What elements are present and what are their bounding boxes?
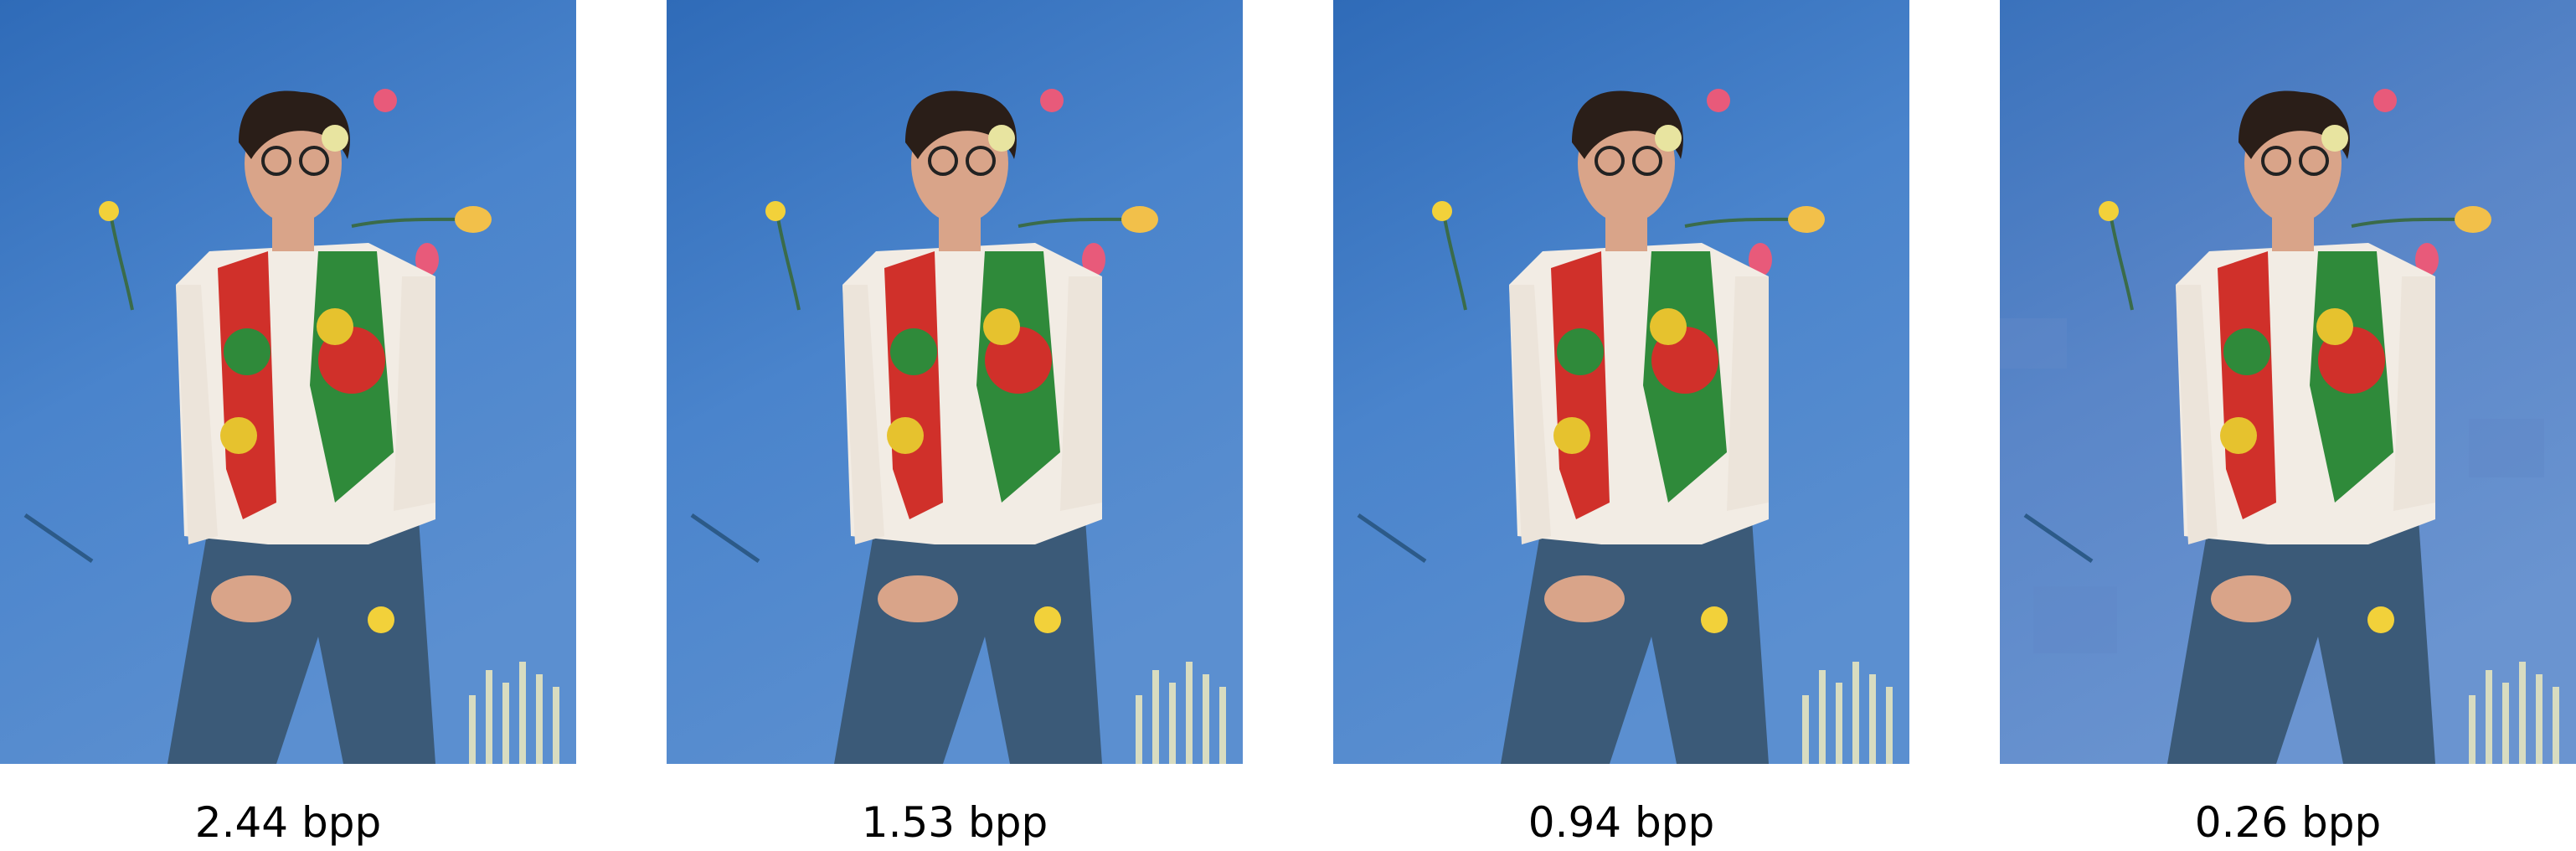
photo-panel-2 — [667, 0, 1243, 764]
bitrate-caption: 0.94 bpp — [1528, 798, 1715, 847]
bitrate-caption: 2.44 bpp — [194, 798, 382, 847]
portrait-photo — [1333, 0, 1909, 764]
photo-panel-4 — [2000, 0, 2576, 764]
photo-panel-1 — [0, 0, 576, 764]
portrait-photo — [667, 0, 1243, 764]
bitrate-caption: 1.53 bpp — [861, 798, 1048, 847]
bitrate-caption: 0.26 bpp — [2194, 798, 2382, 847]
portrait-photo — [2000, 0, 2576, 764]
portrait-photo — [0, 0, 576, 764]
photo-panel-3 — [1333, 0, 1909, 764]
